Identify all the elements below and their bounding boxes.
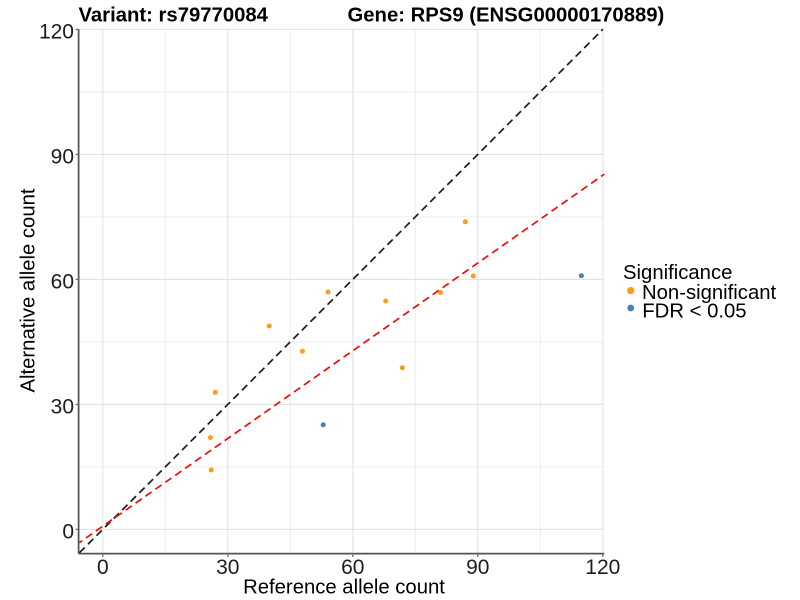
- svg-text:30: 30: [51, 395, 74, 418]
- svg-text:90: 90: [51, 145, 74, 168]
- svg-text:0: 0: [62, 520, 74, 543]
- svg-text:90: 90: [466, 556, 489, 579]
- svg-text:Gene: RPS9 (ENSG00000170889): Gene: RPS9 (ENSG00000170889): [348, 4, 665, 26]
- svg-text:Alternative allele count: Alternative allele count: [17, 188, 39, 392]
- svg-text:Variant: rs79770084: Variant: rs79770084: [79, 4, 269, 26]
- svg-text:Reference allele count: Reference allele count: [243, 577, 445, 599]
- svg-text:Significance: Significance: [623, 262, 732, 284]
- svg-text:FDR < 0.05: FDR < 0.05: [642, 300, 746, 322]
- svg-text:120: 120: [39, 20, 74, 43]
- svg-text:30: 30: [216, 556, 239, 579]
- svg-text:120: 120: [585, 556, 620, 579]
- svg-text:60: 60: [51, 270, 74, 293]
- svg-text:Non-significant: Non-significant: [642, 282, 777, 304]
- svg-text:0: 0: [97, 556, 109, 579]
- svg-text:60: 60: [341, 556, 364, 579]
